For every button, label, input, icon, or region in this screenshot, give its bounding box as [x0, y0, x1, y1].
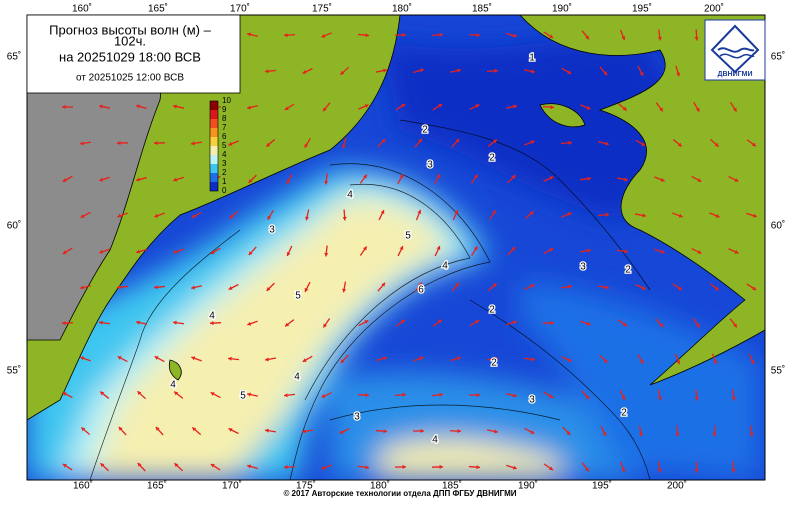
wind-arrow-head — [770, 107, 774, 111]
wind-arrow — [785, 355, 792, 364]
contour-label: 3 — [580, 262, 586, 273]
wind-arrow — [783, 285, 793, 289]
lon-label: 185˚ — [472, 3, 492, 15]
wind-arrow-head — [788, 359, 792, 363]
wind-arrow — [766, 319, 774, 326]
lat-label: 60˚ — [7, 220, 21, 232]
contour-label: 2 — [489, 153, 495, 164]
colorbar-segment — [210, 137, 218, 146]
lon-label: 160˚ — [73, 480, 93, 492]
colorbar-segment — [210, 110, 218, 119]
contour-label: 5 — [405, 231, 411, 242]
title-line: 102ч. — [114, 33, 146, 48]
colorbar-label: 4 — [222, 150, 227, 159]
colorbar-label: 2 — [222, 168, 227, 177]
contour-label: 5 — [295, 291, 301, 302]
contour-label: 4 — [170, 380, 176, 391]
lon-label: 170˚ — [230, 3, 250, 15]
colorbar-segment — [210, 155, 218, 164]
wind-arrow-head — [787, 432, 791, 436]
wind-arrow — [786, 66, 792, 75]
wind-arrow — [769, 462, 771, 473]
wind-arrow — [783, 214, 794, 215]
lat-label: 65˚ — [771, 51, 785, 63]
colorbar-segment — [210, 119, 218, 128]
contour-label: 4 — [442, 261, 448, 272]
lat-label: 55˚ — [7, 365, 21, 377]
colorbar-segment — [210, 173, 218, 182]
colorbar-label: 1 — [222, 177, 227, 186]
contour-label: 4 — [347, 190, 353, 201]
contour-label: 2 — [422, 125, 428, 136]
wind-arrow — [787, 426, 790, 437]
wind-arrow-head — [769, 396, 773, 400]
lon-label: 195˚ — [592, 480, 612, 492]
lon-label: 200˚ — [704, 3, 724, 15]
contour-label: 3 — [269, 225, 275, 236]
contour-label: 2 — [489, 305, 495, 316]
contour-label: 4 — [432, 435, 438, 446]
lon-label: 190˚ — [518, 480, 538, 492]
wind-arrow — [765, 177, 775, 180]
colorbar-label: 5 — [222, 141, 227, 150]
colorbar-label: 9 — [222, 105, 227, 114]
footer: © 2017 Авторские технологии отдела ДПП Ф… — [283, 489, 516, 498]
lon-label: 175˚ — [312, 3, 332, 15]
subtitle: от 20251025 12:00 ВСВ — [76, 73, 184, 84]
colorbar-segment — [210, 128, 218, 137]
lon-label: 170˚ — [222, 480, 242, 492]
lon-label: 190˚ — [552, 3, 572, 15]
colorbar-label: 10 — [222, 96, 231, 105]
wind-arrow-head — [772, 178, 776, 182]
contour-label: 3 — [427, 160, 433, 171]
title-box: Прогноз высоты волн (м) – 102ч. на 20251… — [27, 15, 240, 93]
logo-text: ДВНИГМИ — [718, 71, 753, 78]
lon-label: 180˚ — [392, 3, 412, 15]
colorbar-label: 3 — [222, 159, 227, 168]
wind-arrow — [767, 103, 774, 111]
colorbar-segment — [210, 164, 218, 173]
wind-arrow-head — [769, 469, 773, 473]
wind-arrow-head — [772, 250, 776, 254]
colorbar-label: 7 — [222, 123, 227, 132]
colorbar-segment — [210, 101, 218, 110]
lat-label: 55˚ — [771, 365, 785, 377]
logo: ДВНИГМИ — [705, 20, 765, 80]
wind-arrow — [765, 250, 776, 253]
colorbar-segment — [210, 146, 218, 155]
wind-arrow — [783, 141, 793, 145]
contour-label: 1 — [529, 53, 535, 64]
colorbar-label: 0 — [222, 186, 227, 195]
contour-label: 6 — [418, 285, 424, 296]
contour-label: 2 — [621, 408, 627, 419]
contour-label: 5 — [240, 391, 246, 402]
wind-arrow-head — [790, 213, 794, 217]
colorbar-label: 6 — [222, 132, 227, 141]
contour-label: 3 — [529, 395, 535, 406]
wind-arrow — [769, 390, 772, 401]
contour-label: 4 — [294, 372, 300, 383]
wind-arrow-head — [771, 323, 775, 327]
colorbar-label: 8 — [222, 114, 227, 123]
lon-label: 160˚ — [72, 3, 92, 15]
lon-label: 165˚ — [148, 3, 168, 15]
wind-arrow-head — [790, 142, 794, 146]
lat-label: 65˚ — [7, 51, 21, 63]
wind-arrow-head — [769, 37, 773, 41]
wind-arrow — [769, 30, 772, 41]
lon-label: 195˚ — [632, 3, 652, 15]
contour-label: 2 — [491, 358, 497, 369]
lon-label: 200˚ — [667, 480, 687, 492]
wind-arrow-head — [788, 72, 792, 76]
contour-label: 3 — [354, 412, 360, 423]
wind-arrow-head — [790, 286, 794, 290]
lat-label: 60˚ — [771, 220, 785, 232]
colorbar-segment — [210, 182, 218, 191]
contour-label: 4 — [209, 311, 215, 322]
lon-label: 165˚ — [147, 480, 167, 492]
title-line: на 20251029 18:00 ВСВ — [59, 49, 201, 64]
contour-label: 2 — [625, 265, 631, 276]
